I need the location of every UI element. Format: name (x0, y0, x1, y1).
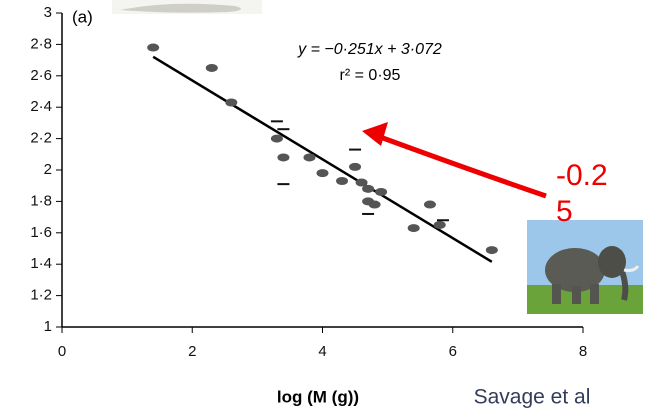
point (277, 153, 290, 162)
point (270, 134, 283, 143)
r-squared: r² = 0·95 (340, 67, 401, 84)
y-tick-label: 2·8 (30, 35, 52, 52)
panel-label: (a) (72, 7, 93, 26)
point (336, 176, 349, 185)
point (147, 43, 160, 52)
source: Savage et al (474, 386, 591, 409)
y-tick-label: 1·4 (30, 255, 52, 272)
x-tick-label: 0 (58, 343, 66, 360)
y-tick-label: 3 (44, 4, 52, 21)
y-tick-label: 1·2 (30, 287, 52, 304)
point (303, 153, 316, 162)
equation: y = −0·251x + 3·072 (297, 41, 442, 58)
y-tick-label: 1 (44, 318, 52, 335)
x-tick-label: 4 (318, 343, 326, 360)
x-axis-label: log (M (g)) (277, 387, 359, 406)
point (433, 220, 446, 229)
y-tick-label: 1·8 (30, 192, 52, 209)
point (375, 187, 388, 196)
point (407, 224, 420, 233)
point (316, 169, 329, 178)
y-tick-label: 2·2 (30, 130, 52, 147)
arrow (362, 122, 547, 199)
note: -0.25 (556, 159, 608, 228)
point (362, 184, 375, 193)
x-tick-label: 6 (449, 343, 457, 360)
point (349, 162, 362, 171)
point (368, 200, 381, 209)
point (205, 63, 218, 72)
point (423, 200, 436, 209)
bird-image (112, 0, 262, 14)
y-tick-label: 2·4 (30, 98, 52, 115)
point (355, 178, 368, 187)
x-tick-label: 8 (579, 343, 587, 360)
y-tick-label: 2·6 (30, 67, 52, 84)
elephant-image (527, 220, 643, 314)
point (225, 98, 238, 107)
y-tick-label: 1·6 (30, 224, 52, 241)
y-tick-label: 2 (44, 161, 52, 178)
point (485, 246, 498, 255)
x-tick-label: 2 (188, 343, 196, 360)
